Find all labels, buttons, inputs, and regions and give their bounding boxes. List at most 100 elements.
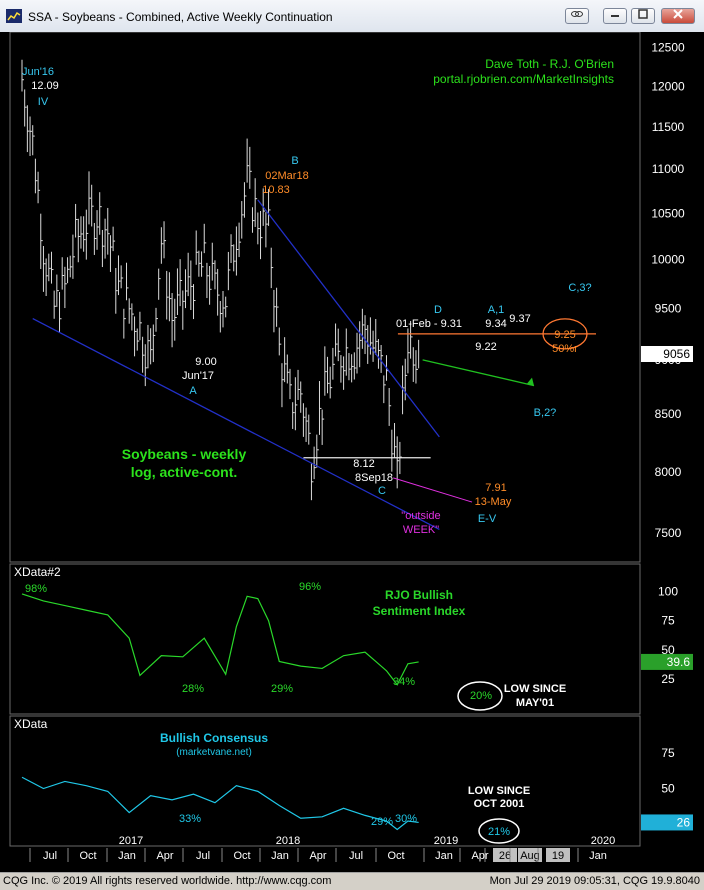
- time-tick-label: Jul: [43, 850, 57, 862]
- link-button[interactable]: [565, 8, 589, 24]
- retracement-circle: [542, 318, 588, 350]
- time-cursor-box: [493, 848, 517, 862]
- chart-area[interactable]: 1250012000115001100010500100009500900085…: [0, 32, 704, 872]
- time-tick-label: Apr: [471, 850, 488, 862]
- price-annotation: "outside: [401, 510, 440, 522]
- sentiment-annotation: 34%: [393, 676, 415, 688]
- price-annotation: 9.25: [554, 329, 575, 341]
- chart-subtitle: log, active-cont.: [131, 464, 238, 480]
- lower-trendline: [32, 317, 440, 531]
- sentiment-low-circle: [457, 681, 503, 711]
- price-annotation: Jun'16: [22, 66, 54, 78]
- consensus-annotation: OCT 2001: [474, 798, 525, 810]
- time-cursor-box: [546, 848, 570, 862]
- price-annotation: 01-Feb - 9.31: [396, 318, 462, 330]
- price-tick-label: 12000: [651, 79, 685, 93]
- year-label: 2020: [591, 835, 615, 847]
- price-annotation: 9.00: [195, 356, 216, 368]
- consensus-annotation: 30%: [395, 813, 417, 825]
- time-tick-label: 26: [499, 850, 511, 862]
- year-label: 2018: [276, 835, 300, 847]
- price-annotation: D: [434, 304, 442, 316]
- price-annotation: A: [189, 385, 197, 397]
- minimize-icon: [611, 15, 619, 17]
- chain-link-icon: [571, 11, 583, 17]
- price-annotation: 10.83: [262, 184, 290, 196]
- price-annotation: 7.91: [485, 482, 506, 494]
- maximize-button[interactable]: [631, 8, 655, 24]
- projection-arrow: [422, 359, 535, 387]
- sentiment-panel-frame: [9, 563, 641, 715]
- value-axis-background: [640, 32, 704, 872]
- price-annotation: B: [291, 155, 298, 167]
- close-icon: [673, 9, 683, 19]
- consensus-panel-frame: [9, 715, 641, 847]
- price-annotation: IV: [38, 96, 49, 108]
- sentiment-last-label: 39.6: [667, 655, 691, 669]
- time-tick-label: Oct: [233, 850, 250, 862]
- time-tick-label: Aug: [520, 850, 540, 862]
- datetime-text: Mon Jul 29 2019 09:05:31, CQG 19.9.8040: [489, 875, 700, 887]
- consensus-last-box: [641, 814, 693, 831]
- minimize-button[interactable]: [603, 8, 627, 24]
- sentiment-annotation: LOW SINCE: [504, 683, 566, 695]
- time-tick-label: Jul: [349, 850, 363, 862]
- last-price-box: [641, 346, 693, 363]
- upper-trendline: [257, 199, 440, 438]
- sentiment-annotation: MAY'01: [516, 697, 554, 709]
- credit-author: Dave Toth - R.J. O'Brien: [485, 57, 614, 71]
- price-annotation: A,1: [488, 304, 505, 316]
- time-tick-label: Apr: [156, 850, 173, 862]
- sentiment-annotations: 98% 28% 29% 96% 34% 20% LOW SINCE MAY'01 RJO Bul…: [25, 581, 566, 709]
- price-annotations: Jun'16 12.09 IV B 02Mar18 10.83 9.00 Jun'17 A D 01…: [22, 57, 614, 536]
- price-annotation: C: [378, 485, 386, 497]
- sentiment-label: RJO Bullish: [385, 588, 453, 602]
- last-price-label: 9056: [663, 347, 690, 361]
- time-cursor-box: [518, 848, 542, 862]
- time-tick-label: Jan: [271, 850, 289, 862]
- price-annotation: 9.37: [509, 313, 530, 325]
- consensus-panel-title: XData: [14, 717, 48, 731]
- time-tick-label: Jan: [118, 850, 136, 862]
- consensus-annotation: LOW SINCE: [468, 785, 530, 797]
- price-tick-label: 11000: [652, 162, 685, 176]
- price-tick-label: 9500: [655, 301, 682, 315]
- consensus-last-label: 26: [677, 815, 691, 829]
- price-overlays: [32, 199, 596, 844]
- sentiment-tick-label: 75: [661, 614, 675, 628]
- price-annotation: WEEK": [403, 524, 439, 536]
- sentiment-annotation: 28%: [182, 683, 204, 695]
- title-bar[interactable]: SSA - Soybeans - Combined, Active Weekly…: [0, 0, 704, 33]
- chart-background: [0, 32, 704, 872]
- time-tick-label: Jan: [435, 850, 453, 862]
- price-annotation: Jun'17: [182, 370, 214, 382]
- close-button[interactable]: [661, 8, 695, 24]
- time-tick-label: Jul: [196, 850, 210, 862]
- consensus-annotation: 29%: [371, 816, 393, 828]
- time-tick-label: Oct: [79, 850, 96, 862]
- outside-week-pointer: [393, 477, 473, 503]
- price-annotation: 9.34: [485, 318, 506, 330]
- consensus-tick-label: 50: [661, 782, 675, 796]
- price-annotation: 8Sep18: [355, 472, 393, 484]
- time-axis: Jul Oct Jan Apr Jul Oct Jan Apr Jul Oct Jan Apr 26 Au…: [10, 835, 640, 872]
- sentiment-tick-label: 25: [661, 672, 675, 686]
- price-tick-label: 10500: [651, 206, 685, 220]
- sentiment-line: [21, 593, 419, 686]
- consensus-annotation: 33%: [179, 813, 201, 825]
- price-annotation: 02Mar18: [265, 170, 308, 182]
- price-annotation: 50%r: [552, 343, 578, 355]
- price-annotation: 9.22: [475, 341, 496, 353]
- price-bars: [21, 59, 420, 501]
- price-tick-label: 8500: [655, 407, 682, 421]
- sentiment-label: Sentiment Index: [373, 604, 466, 618]
- price-annotation: 12.09: [31, 80, 59, 92]
- sentiment-annotation: 98%: [25, 583, 47, 595]
- time-tick-label: 19: [552, 850, 564, 862]
- chart-title: Soybeans - weekly: [122, 446, 247, 462]
- price-panel-frame: [9, 32, 641, 563]
- price-annotation: 8.12: [353, 458, 374, 470]
- consensus-axis: 75502526XData: [14, 717, 693, 831]
